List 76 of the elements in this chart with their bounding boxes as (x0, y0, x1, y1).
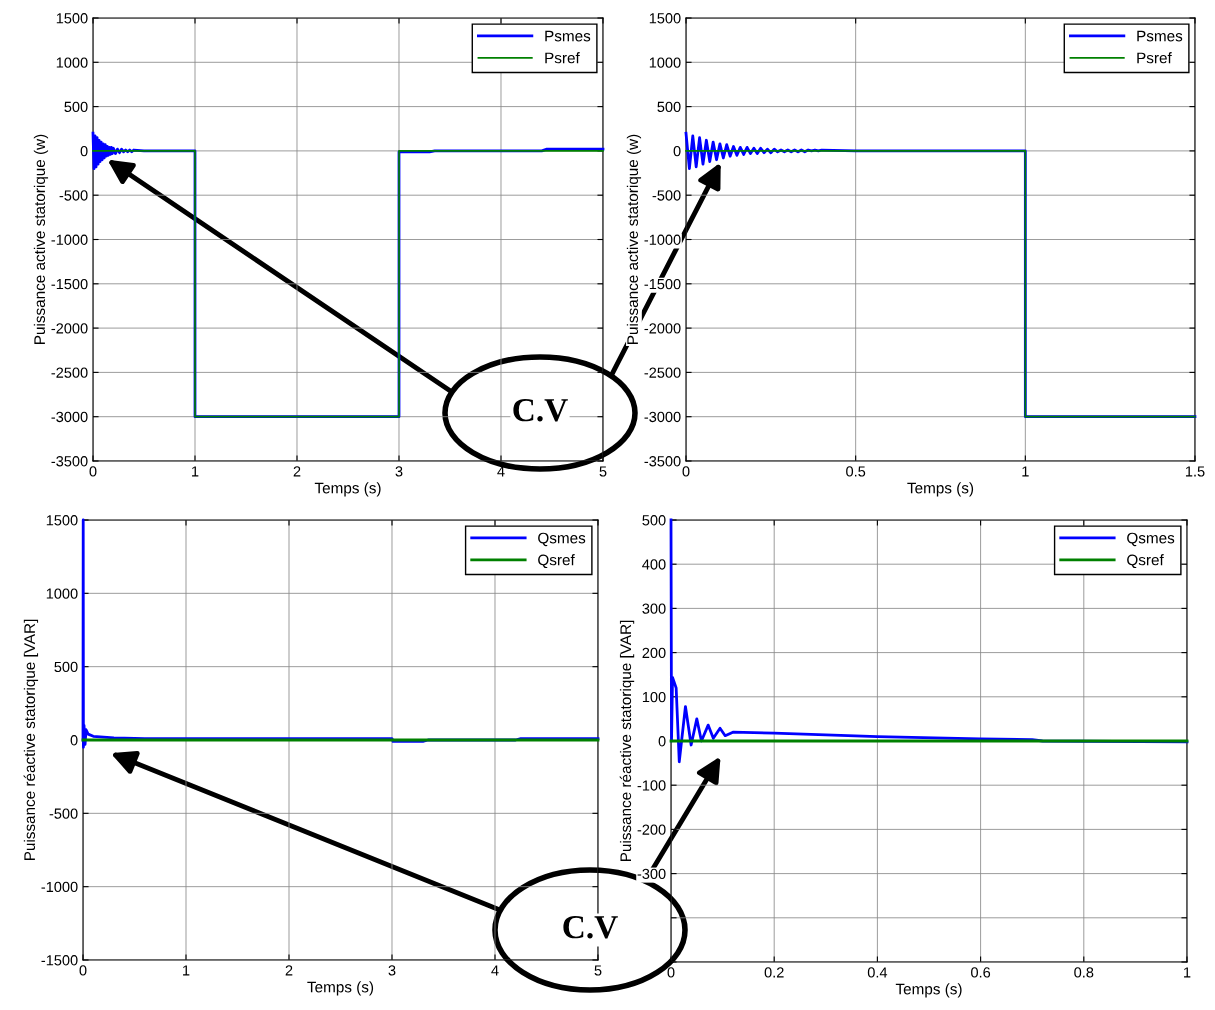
x-tick-label: 1.5 (1185, 466, 1205, 477)
y-tick-label: -1000 (41, 881, 78, 893)
y-tick-label: 400 (642, 559, 666, 570)
legend-label: Qsmes (538, 532, 586, 547)
y-tick-label: -500 (59, 190, 88, 201)
x-tick-label: 1 (183, 965, 190, 976)
annotation: C.V (513, 398, 568, 422)
y-tick-label: 0 (673, 146, 681, 157)
legend-label: Psref (1137, 52, 1172, 64)
x-axis-title: Temps (s) (907, 482, 974, 497)
y-axis-title: Puissance active statorique (w) (33, 134, 49, 344)
y-tick-label: 0 (80, 146, 88, 157)
y-tick-label: 1000 (56, 57, 88, 68)
y-tick-label: -1500 (51, 278, 88, 290)
y-tick-label: -300 (637, 868, 666, 880)
y-tick-label: -3500 (644, 456, 681, 467)
y-tick-label: -200 (637, 824, 666, 835)
annotation: C.V (563, 915, 618, 939)
x-tick-label: 0 (682, 466, 690, 477)
y-tick-label: -500 (652, 190, 681, 201)
y-tick-label: -1000 (644, 234, 681, 245)
x-axis-title: Temps (s) (314, 482, 381, 497)
y-tick-label: -500 (49, 808, 78, 819)
y-axis-title: Puissance réactive statorique [VAR] (23, 619, 39, 861)
legend-label: Psmes (545, 30, 591, 42)
y-tick-label: -2500 (51, 367, 88, 378)
legend-label: Qsref (538, 554, 575, 569)
y-axis-title: Puissance active statorique (w) (626, 134, 642, 344)
x-tick-label: 0.5 (846, 466, 866, 477)
y-tick-label: 500 (54, 661, 78, 673)
x-axis-title: Temps (s) (307, 981, 374, 996)
y-tick-label: -2500 (644, 367, 681, 378)
x-tick-label: 4 (497, 466, 505, 477)
y-tick-label: -100 (637, 780, 666, 791)
y-tick-label: -3000 (51, 411, 88, 423)
y-tick-label: 100 (642, 691, 666, 703)
y-tick-label: -1000 (51, 234, 88, 245)
y-tick-label: 1500 (56, 13, 88, 24)
y-tick-label: 0 (658, 736, 666, 747)
y-tick-label: 500 (657, 101, 681, 113)
y-tick-label: 1000 (46, 588, 78, 599)
x-tick-label: 0 (89, 466, 97, 477)
x-tick-label: 3 (395, 466, 403, 477)
y-tick-label: -1500 (644, 278, 681, 290)
legend-label: Psref (545, 52, 580, 64)
legend-label: Psmes (1137, 30, 1183, 42)
y-tick-label: -1500 (41, 955, 78, 966)
y-tick-label: 500 (642, 515, 666, 526)
y-tick-label: 0 (70, 735, 78, 746)
legend-label: Qsref (1127, 554, 1164, 569)
x-tick-label: 1 (1184, 967, 1191, 978)
x-axis-title: Temps (s) (895, 983, 962, 998)
x-tick-label: 1 (1022, 466, 1029, 477)
legend-label: Qsmes (1127, 532, 1175, 547)
y-tick-label: 300 (642, 603, 666, 614)
y-tick-label: 200 (642, 647, 666, 659)
y-tick-label: 1000 (649, 57, 681, 68)
x-tick-label: 0.6 (971, 967, 991, 978)
y-tick-label: 500 (64, 101, 88, 113)
y-tick-label: -2000 (644, 323, 681, 334)
y-tick-label: -3500 (51, 456, 88, 467)
x-tick-label: 5 (599, 466, 607, 477)
y-tick-label: -2000 (51, 323, 88, 334)
x-tick-label: 4 (491, 965, 499, 976)
x-tick-label: 1 (192, 466, 199, 477)
y-tick-label: -3000 (644, 411, 681, 423)
x-tick-label: 3 (388, 965, 396, 976)
y-tick-label: 1500 (46, 515, 78, 526)
y-tick-label: 1500 (649, 13, 681, 24)
x-tick-label: 0.2 (764, 967, 784, 978)
x-tick-label: 0.8 (1074, 967, 1094, 978)
y-axis-title: Puissance réactive statorique [VAR] (619, 620, 635, 862)
x-tick-label: 2 (293, 466, 301, 477)
x-tick-label: 2 (285, 965, 293, 976)
x-tick-label: 5 (594, 965, 602, 976)
x-tick-label: 0.4 (867, 967, 888, 978)
